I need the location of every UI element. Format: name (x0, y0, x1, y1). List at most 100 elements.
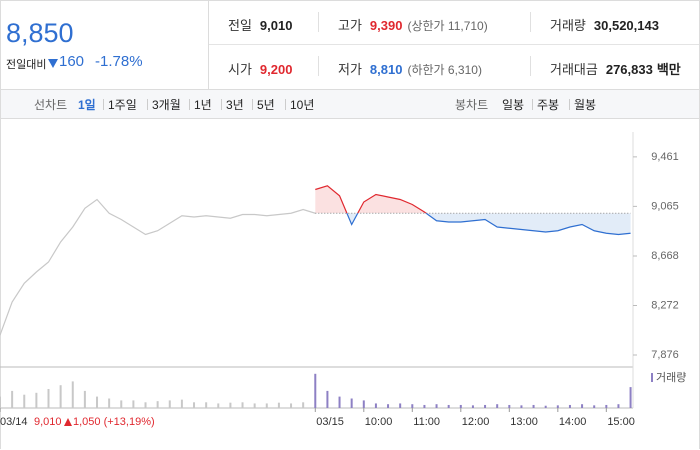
tab[interactable]: 3년 (226, 98, 244, 112)
volume-bar (180, 399, 183, 408)
volume-bar (0, 396, 1, 408)
volume-bar (350, 398, 353, 408)
volume-bar (290, 403, 293, 408)
stat-value: 276,833 (605, 62, 653, 77)
volume-bar (411, 404, 414, 408)
stat-label: 거래대금 (550, 62, 598, 77)
tab[interactable]: 5년 (257, 98, 275, 112)
tab-bar (0, 89, 700, 119)
x-tick-label: 11:00 (413, 416, 440, 428)
volume-bar (399, 403, 402, 408)
x-tick-label: 12:00 (462, 416, 490, 428)
volume-bar (568, 404, 571, 408)
x-tick-label: 15:00 (607, 416, 635, 428)
change-value: 160 (59, 53, 85, 70)
tab[interactable]: 일봉 (502, 98, 525, 112)
stat: 저가 8,810 (하한가 6,310) (338, 59, 482, 78)
volume-bar (581, 404, 584, 408)
volume-bar (205, 402, 208, 408)
volume-bar (120, 400, 123, 408)
volume-bar (108, 398, 111, 408)
tab[interactable]: 10년 (290, 98, 315, 112)
x-tick-label: 03/15 (316, 416, 344, 428)
change-rate: -1.78% (95, 53, 143, 70)
volume-bar (605, 404, 608, 408)
stat-note: (하한가 6,310) (407, 63, 482, 77)
tab-separator (252, 99, 253, 110)
stat-label: 거래량 (550, 18, 586, 33)
stat-value: 9,390 (369, 18, 403, 33)
volume-bar (471, 405, 474, 408)
volume-bar (508, 404, 511, 408)
y-tick-label: 9,461 (651, 151, 679, 163)
volume-bar (229, 402, 232, 408)
tab[interactable]: 1일 (78, 98, 96, 112)
current-price: 8,850 (6, 18, 74, 48)
tab-separator (569, 99, 570, 110)
volume-bar (241, 402, 244, 408)
volume-bar (23, 394, 26, 408)
volume-bar (83, 390, 86, 408)
y-tick-label: 8,668 (651, 250, 679, 262)
volume-bar (314, 373, 317, 408)
divider (209, 44, 699, 45)
divider (530, 12, 531, 32)
y-tick-label: 9,065 (651, 200, 679, 212)
stat-label: 시가 (228, 62, 252, 77)
x-tick-label: 03/14 (0, 416, 28, 428)
divider (318, 12, 319, 32)
volume-bar (629, 387, 632, 408)
tab[interactable]: 3개월 (152, 98, 181, 112)
legend-label: 거래량 (656, 371, 686, 384)
volume-bar (11, 390, 14, 408)
divider (318, 56, 319, 76)
tab[interactable]: 1주일 (108, 98, 137, 112)
price-line (0, 198, 316, 336)
volume-bar (217, 403, 220, 408)
volume-bar (617, 404, 620, 408)
tab[interactable]: 1년 (194, 98, 212, 112)
volume-bar (96, 396, 99, 408)
stat-value: 9,200 (259, 62, 293, 77)
change-label: 전일대비 (6, 59, 47, 71)
volume-bar (496, 404, 499, 408)
volume-bar (593, 405, 596, 408)
legend-swatch (651, 373, 653, 382)
footer-close: 9,010 (34, 416, 62, 428)
volume-bar (265, 403, 268, 408)
volume-bar (253, 403, 256, 408)
down-arrow (48, 59, 58, 68)
stat: 시가 9,200 (228, 59, 292, 78)
stat: 거래량 30,520,143 (550, 15, 659, 34)
volume-bar (156, 401, 159, 408)
x-tick-label: 14:00 (559, 416, 587, 428)
divider (208, 0, 209, 89)
up-arrow (64, 418, 72, 426)
volume-bar (532, 404, 535, 408)
area-fill (315, 185, 631, 214)
volume-bar (556, 405, 559, 408)
tab[interactable]: 월봉 (574, 98, 597, 112)
tab-separator (147, 99, 148, 110)
area-fill (315, 213, 631, 235)
tab[interactable]: 주봉 (537, 98, 560, 112)
volume-bar (484, 404, 487, 408)
tab-separator (221, 99, 222, 110)
stat-unit: 백만 (656, 62, 681, 77)
volume-bar (277, 402, 280, 408)
volume-bar (447, 404, 450, 408)
tab-separator (532, 99, 533, 110)
volume-bar (326, 390, 329, 408)
volume-bar (193, 402, 196, 408)
tab-group-label: 봉차트 (455, 98, 489, 112)
volume-bar (544, 405, 547, 408)
volume-bar (387, 404, 390, 408)
x-tick-label: 13:00 (510, 416, 538, 428)
volume-bar (59, 385, 62, 408)
stat: 거래대금 276,833 백만 (550, 59, 681, 78)
stat-note: (상한가 11,710) (407, 19, 488, 33)
volume-bar (435, 404, 438, 408)
tab-separator (189, 99, 190, 110)
volume-bar (47, 389, 50, 408)
